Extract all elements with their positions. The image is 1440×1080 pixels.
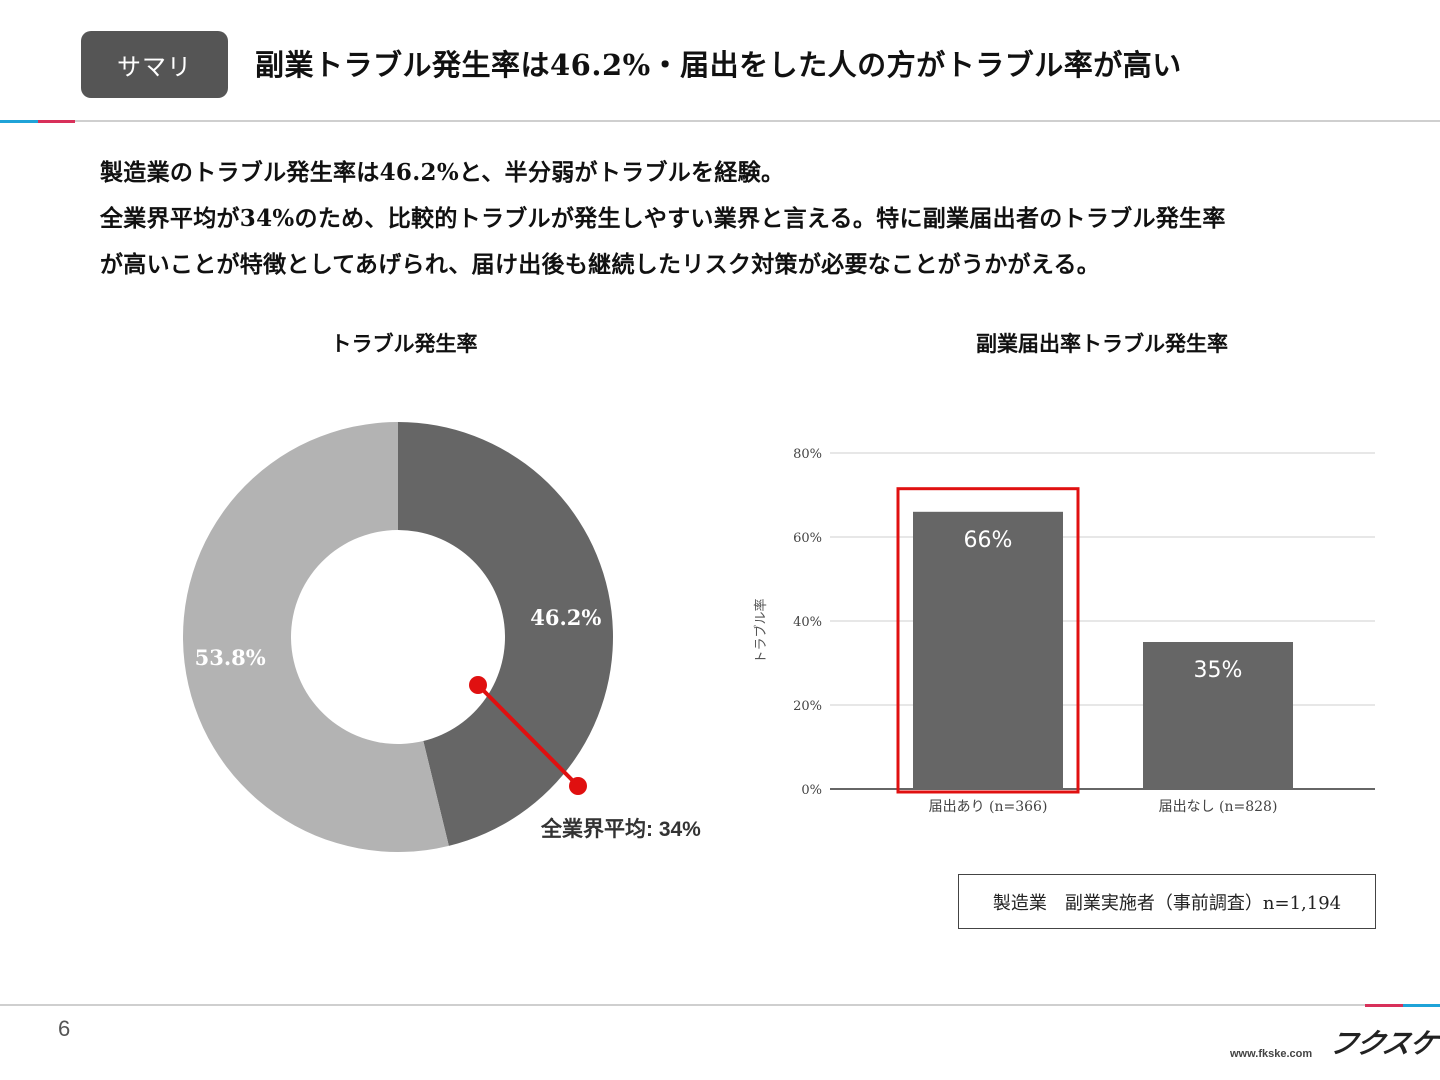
highlight-frame xyxy=(896,487,1080,794)
fukusuke-logo: フクスケ xyxy=(1326,1027,1440,1060)
summary-line-3: が高いことが特徴としてあげられ、届け出後も継続したリスク対策が必要なことがうかが… xyxy=(100,251,1101,278)
bar-chart-title: 副業届出率トラブル発生率 xyxy=(976,331,1228,356)
industry-average-label: 全業界平均: 34% xyxy=(541,818,701,841)
top-divider xyxy=(0,120,1440,122)
bar-1 xyxy=(1143,642,1293,789)
bottom-accent-blue xyxy=(1403,1004,1440,1007)
slide-title: 副業トラブル発生率は46.2%・届出をした人の方がトラブル率が高い xyxy=(255,48,1182,82)
sample-note-box: 製造業 副業実施者（事前調査）n=1,194 xyxy=(958,874,1376,929)
bar-value-label-0: 66% xyxy=(964,528,1013,553)
y-tick-label-0: 0% xyxy=(801,783,822,798)
summary-line-1: 製造業のトラブル発生率は46.2%と、半分弱がトラブルを経験。 xyxy=(100,159,785,186)
x-tick-label-1: 届出なし (n=828) xyxy=(1159,799,1278,815)
bottom-accent-red xyxy=(1365,1004,1403,1007)
donut-slice-label-0: 46.2% xyxy=(530,605,601,630)
bar-chart: 0% 20% 40% 60% 80% トラブル率 66% 届出あり (n=366) 35% 届出な… xyxy=(753,447,1375,815)
site-url: www.fkske.com xyxy=(1230,1048,1313,1060)
y-tick-label-2: 40% xyxy=(793,615,822,630)
bar-value-label-1: 35% xyxy=(1194,658,1243,683)
donut-slice-0 xyxy=(398,422,613,846)
summary-badge: サマリ xyxy=(81,31,228,98)
y-tick-label-3: 60% xyxy=(793,531,822,546)
y-tick-label-4: 80% xyxy=(793,447,822,462)
top-accent-blue xyxy=(0,120,38,123)
summary-text: 製造業のトラブル発生率は46.2%と、半分弱がトラブルを経験。 全業界平均が34… xyxy=(100,150,1370,288)
donut-slice-label-1: 53.8% xyxy=(195,645,266,670)
donut-chart: 46.2% 53.8% xyxy=(183,422,613,852)
donut-chart-title: トラブル発生率 xyxy=(330,331,478,356)
y-axis-label: トラブル率 xyxy=(753,598,769,663)
top-accent-red xyxy=(38,120,75,123)
average-marker-start-dot xyxy=(469,676,487,694)
y-tick-label-1: 20% xyxy=(793,699,822,714)
page-number: 6 xyxy=(58,1016,71,1041)
summary-line-2: 全業界平均が34%のため、比較的トラブルが発生しやすい業界と言える。特に副業届出… xyxy=(100,205,1226,232)
average-marker-line xyxy=(476,683,580,788)
bottom-divider xyxy=(0,1004,1440,1006)
average-marker-end-dot xyxy=(569,777,587,795)
donut-slice-1 xyxy=(183,422,449,852)
bar-0 xyxy=(913,511,1063,789)
x-tick-label-0: 届出あり (n=366) xyxy=(929,799,1048,815)
